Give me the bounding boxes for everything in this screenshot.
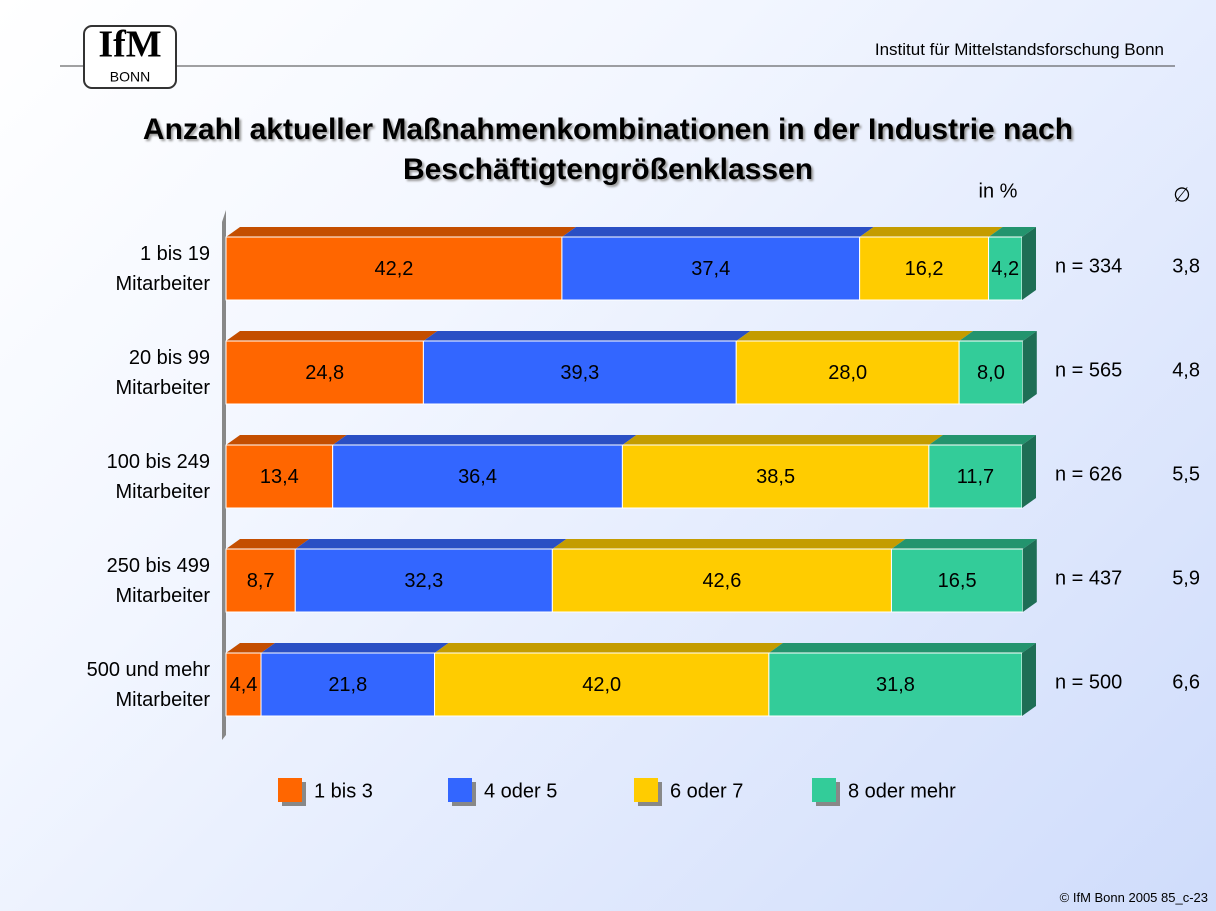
legend-label: 8 oder mehr [848,780,956,802]
bar-segment [621,444,930,509]
bar-segment [988,236,1023,301]
bar-end [1022,643,1036,716]
legend-label: 1 bis 3 [314,780,373,802]
bar-top [226,331,438,341]
category-label: 500 und mehr Mitarbeiter [86,659,210,711]
average-label: 6,6 [1172,671,1200,693]
footer: © IfM Bonn 2005 85_c-23 [1059,890,1208,905]
bar-end [1022,539,1037,612]
value-label: 4,2 [991,258,1019,280]
legend-swatch [812,778,836,802]
value-label: 13,4 [260,466,299,488]
average-label: 5,5 [1172,463,1200,485]
chart-title: Anzahl aktueller Maßnahmenkombinationen … [142,113,1074,186]
bar-top [928,435,1036,445]
bar-segment [768,652,1023,717]
value-label: 21,8 [328,674,367,696]
legend-label: 6 oder 7 [670,780,743,802]
value-label: 32,3 [404,570,443,592]
bar-segment [890,548,1024,613]
bar-segment [332,444,623,509]
bar-end [1022,435,1036,508]
logo-top: IfM [98,24,161,66]
logo-bottom: BONN [110,69,150,85]
category-label: 1 bis 19 Mitarbeiter [115,243,210,295]
value-label: 11,7 [957,466,994,488]
bar-top [959,331,1037,341]
average-label: 3,8 [1172,255,1200,277]
value-label: 39,3 [560,362,599,384]
value-label: 8,0 [977,362,1005,384]
n-label: n = 437 [1055,567,1122,589]
legend-label: 4 oder 5 [484,780,557,802]
bar-top [736,331,974,341]
bar-top [988,227,1036,237]
bar-top [332,435,637,445]
bar-segment [928,444,1023,509]
value-label: 16,2 [905,258,944,280]
bar-top [859,227,1003,237]
bar-top [423,331,751,341]
unit-label: in % [979,180,1018,202]
category-label: 20 bis 99 Mitarbeiter [115,347,210,399]
average-label: 5,9 [1172,567,1200,589]
value-label: 16,5 [938,570,977,592]
axis-wall [222,210,226,740]
value-label: 8,7 [247,570,275,592]
bar-top [768,643,1036,653]
value-label: 24,8 [305,362,344,384]
bar-top [434,643,783,653]
bar-segment [225,340,424,405]
value-label: 38,5 [756,466,795,488]
institute: Institut für Mittelstandsforschung Bonn [874,40,1164,59]
n-label: n = 565 [1055,359,1122,381]
value-label: 36,4 [458,466,497,488]
bar-segment [225,548,296,613]
value-label: 42,0 [582,674,621,696]
bar-segment [225,236,563,301]
value-label: 42,2 [374,258,413,280]
legend-swatch [448,778,472,802]
bar-end [1022,331,1037,404]
bar-segment [225,444,334,509]
bar-top [891,539,1037,549]
logo-box [83,25,177,89]
bar-top [226,435,347,445]
bar-segment [859,236,990,301]
value-label: 28,0 [828,362,867,384]
bar-top [561,227,874,237]
value-label: 37,4 [691,258,730,280]
n-label: n = 500 [1055,671,1122,693]
category-label: 100 bis 249 Mitarbeiter [106,451,210,503]
average-label: 4,8 [1172,359,1200,381]
n-label: n = 626 [1055,463,1122,485]
bar-segment [434,652,770,717]
value-label: 42,6 [702,570,741,592]
bar-segment [294,548,553,613]
average-header: ∅ [1173,184,1190,206]
bar-top [622,435,943,445]
bar-top [226,227,576,237]
legend-swatch [634,778,658,802]
legend-swatch [278,778,302,802]
bar-segment [422,340,737,405]
bar-top [552,539,906,549]
value-label: 31,8 [876,674,915,696]
bar-end [1022,227,1036,300]
bar-top [226,643,276,653]
n-label: n = 334 [1055,255,1122,277]
bar-segment [958,340,1024,405]
bar-top [226,539,310,549]
value-label: 4,4 [230,674,258,696]
bar-top [261,643,449,653]
bar-segment [561,236,861,301]
bar-segment [551,548,892,613]
bar-top [295,539,567,549]
bar-segment [735,340,960,405]
category-label: 250 bis 499 Mitarbeiter [106,555,210,607]
